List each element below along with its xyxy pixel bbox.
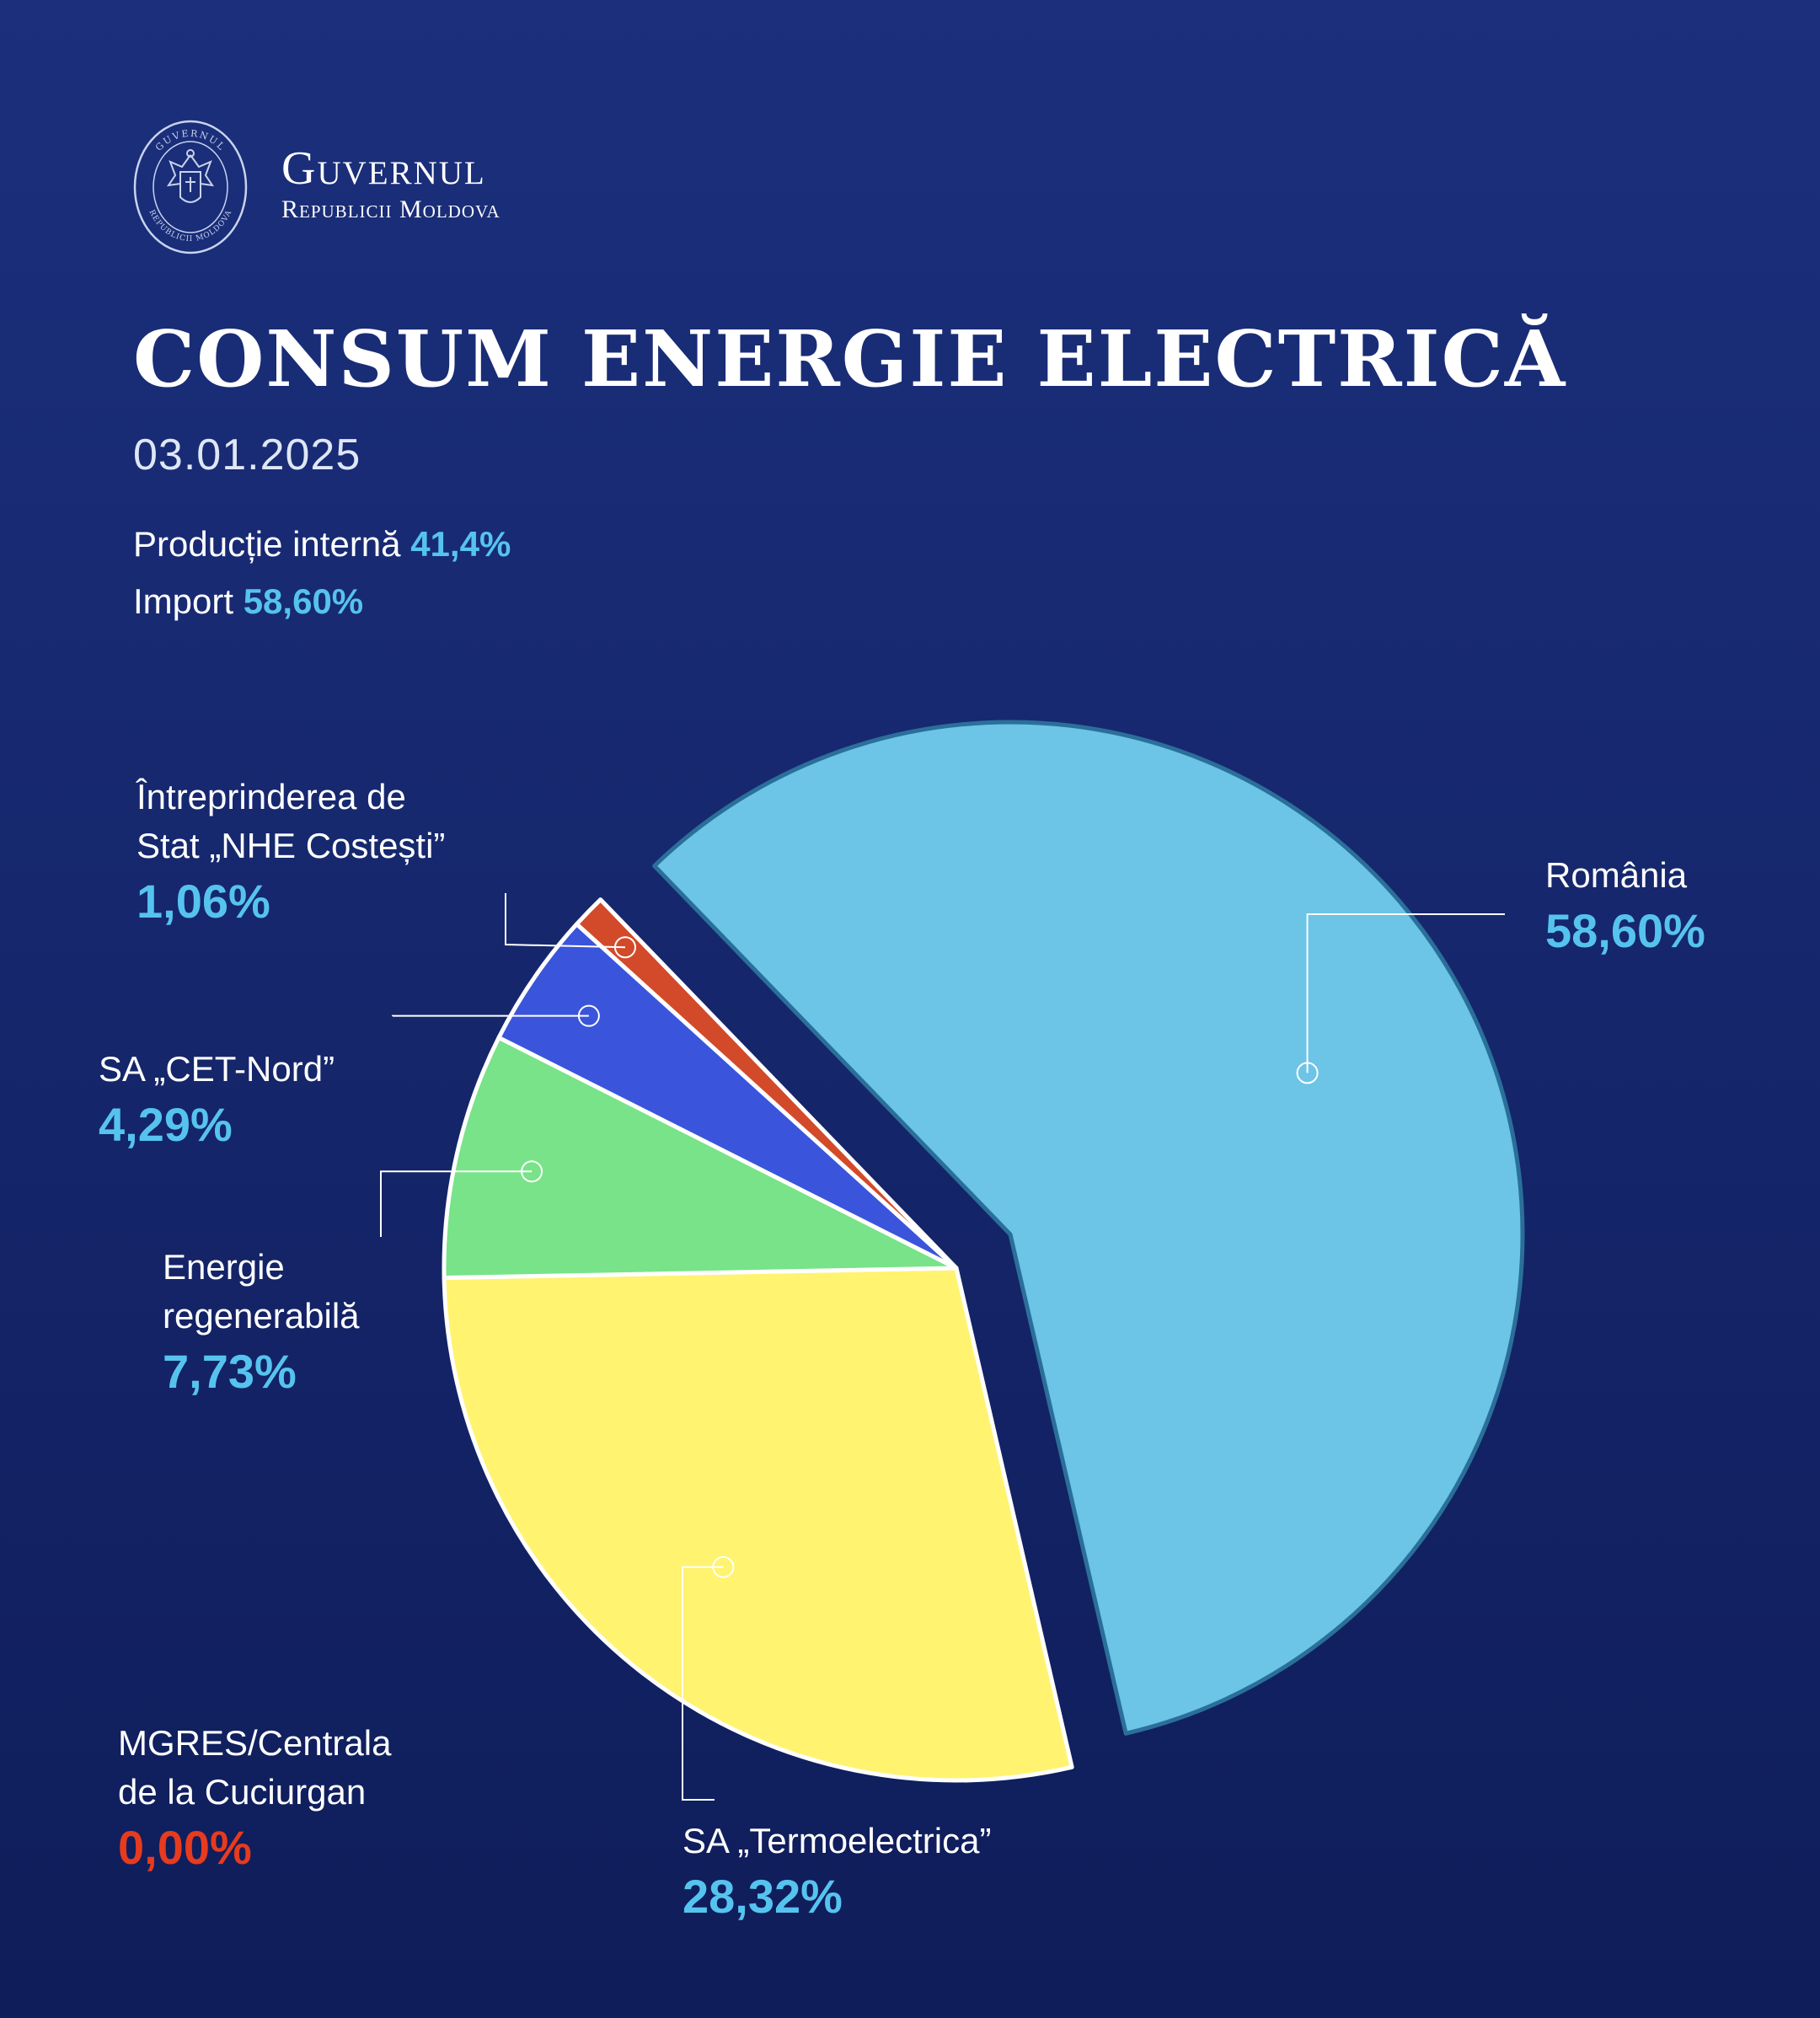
label-costesti-name-line2: Stat „NHE Costești” xyxy=(136,826,446,865)
leader-romania-dot xyxy=(1296,1062,1319,1084)
government-seal-logo: GUVERNUL REPUBLICII MOLDOVA xyxy=(133,120,248,254)
label-termoelectrica-name: SA „Termoelectrica” xyxy=(682,1821,992,1860)
stat-internal-production: Producție internă 41,4% xyxy=(133,524,511,565)
label-cet-nord-name: SA „CET-Nord” xyxy=(99,1049,335,1089)
label-romania: România 58,60% xyxy=(1545,851,1705,962)
leader-costesti-dot xyxy=(613,936,636,959)
stat-import: Import 58,60% xyxy=(133,581,363,622)
label-costesti-value: 1,06% xyxy=(136,875,270,928)
label-mgres-name-line2: de la Cuciurgan xyxy=(118,1772,367,1812)
chart-title: CONSUM ENERGIE ELECTRICĂ xyxy=(133,313,1567,404)
leader-renewable xyxy=(380,1170,533,1237)
label-renewable-name-line1: Energie xyxy=(163,1247,285,1287)
label-cet-nord-value: 4,29% xyxy=(99,1098,233,1151)
brand-subtitle: Republicii Moldova xyxy=(281,195,500,223)
chart-date: 03.01.2025 xyxy=(133,431,361,479)
label-termoelectrica: SA „Termoelectrica” 28,32% xyxy=(682,1817,991,1928)
leader-cet-nord-dot xyxy=(577,1004,600,1027)
label-cet-nord: SA „CET-Nord” 4,29% xyxy=(99,1045,335,1156)
stat-import-label: Import xyxy=(133,581,234,621)
label-termoelectrica-value: 28,32% xyxy=(682,1870,843,1923)
label-mgres: MGRES/Centrala de la Cuciurgan 0,00% xyxy=(118,1719,391,1879)
brand: Guvernul Republicii Moldova xyxy=(281,145,500,224)
leader-renewable-dot xyxy=(521,1160,543,1183)
label-mgres-value: 0,00% xyxy=(118,1821,252,1874)
leader-costesti xyxy=(505,893,626,949)
leader-termoelectrica xyxy=(682,1566,724,1801)
stat-internal-production-value: 41,4% xyxy=(410,524,511,564)
label-mgres-name-line1: MGRES/Centrala xyxy=(118,1723,392,1763)
label-renewable-name-line2: regenerabilă xyxy=(163,1296,360,1336)
brand-name: Guvernul xyxy=(281,142,486,195)
slice-romania xyxy=(652,720,1525,1736)
stat-import-value: 58,60% xyxy=(243,581,364,621)
slice-renewable xyxy=(442,1035,959,1281)
label-renewable: Energie regenerabilă 7,73% xyxy=(163,1243,360,1403)
label-romania-value: 58,60% xyxy=(1545,904,1705,957)
stat-internal-production-label: Producție internă xyxy=(133,524,401,564)
label-costesti-name-line1: Întreprinderea de xyxy=(136,777,406,816)
label-romania-name: România xyxy=(1545,855,1688,895)
leader-termoelectrica-dot xyxy=(712,1555,735,1578)
slice-termoelectrica xyxy=(442,1266,1074,1783)
leader-romania xyxy=(1306,913,1505,1073)
slice-costesti xyxy=(574,897,959,1271)
label-costesti: Întreprinderea de Stat „NHE Costești” 1,… xyxy=(136,773,445,933)
label-renewable-value: 7,73% xyxy=(163,1345,297,1398)
